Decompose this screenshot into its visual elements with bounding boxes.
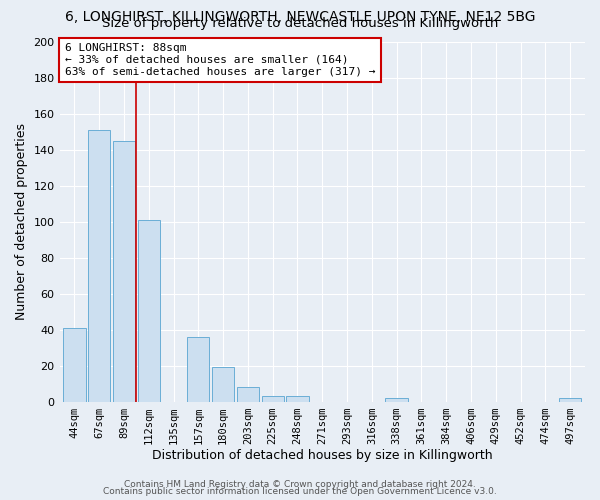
Bar [187, 337, 209, 402]
Bar [137, 220, 160, 402]
Bar [212, 368, 234, 402]
Text: 6, LONGHIRST, KILLINGWORTH, NEWCASTLE UPON TYNE, NE12 5BG: 6, LONGHIRST, KILLINGWORTH, NEWCASTLE UP… [65, 10, 535, 24]
Bar [88, 130, 110, 402]
X-axis label: Distribution of detached houses by size in Killingworth: Distribution of detached houses by size … [152, 450, 493, 462]
Text: Contains public sector information licensed under the Open Government Licence v3: Contains public sector information licen… [103, 487, 497, 496]
Bar [559, 398, 581, 402]
Text: 6 LONGHIRST: 88sqm
← 33% of detached houses are smaller (164)
63% of semi-detach: 6 LONGHIRST: 88sqm ← 33% of detached hou… [65, 44, 375, 76]
Bar [385, 398, 408, 402]
Bar [237, 387, 259, 402]
Y-axis label: Number of detached properties: Number of detached properties [15, 123, 28, 320]
Bar [113, 140, 135, 402]
Bar [63, 328, 86, 402]
Text: Contains HM Land Registry data © Crown copyright and database right 2024.: Contains HM Land Registry data © Crown c… [124, 480, 476, 489]
Bar [286, 396, 308, 402]
Text: Size of property relative to detached houses in Killingworth: Size of property relative to detached ho… [102, 18, 498, 30]
Bar [262, 396, 284, 402]
